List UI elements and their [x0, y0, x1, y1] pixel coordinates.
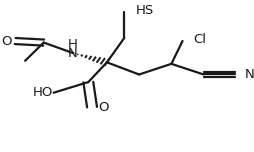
Text: O: O	[1, 35, 12, 48]
Text: O: O	[98, 101, 108, 114]
Text: HS: HS	[135, 4, 153, 17]
Text: HO: HO	[32, 86, 52, 99]
Text: Cl: Cl	[193, 33, 206, 46]
Text: N: N	[67, 47, 77, 60]
Text: N: N	[244, 68, 253, 81]
Text: H: H	[67, 38, 77, 51]
